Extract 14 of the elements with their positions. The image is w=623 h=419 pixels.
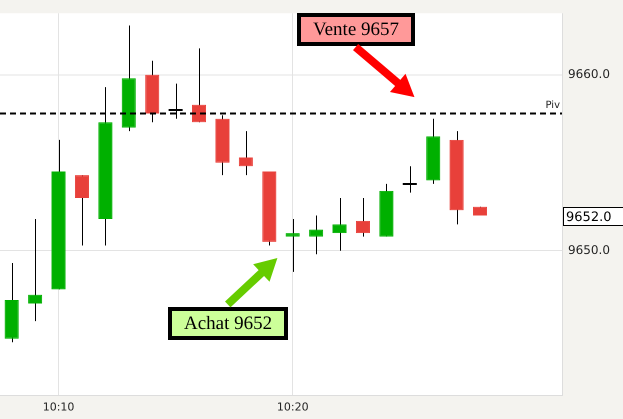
y-tick-label: 9660.0: [568, 66, 610, 81]
annotation: Achat 9652: [168, 306, 288, 340]
candlestick: [332, 197, 347, 252]
candlestick: [74, 174, 89, 246]
candlestick: [309, 215, 324, 255]
text: 9652.0: [566, 210, 612, 225]
candlestick: [286, 218, 300, 272]
ref-line-label: Piv: [545, 100, 560, 112]
y-tick-label: 9650.0: [568, 242, 610, 257]
x-tick-label: 10:20: [276, 400, 309, 414]
x-tick-label: 10:10: [42, 400, 74, 414]
candlestick: [28, 218, 42, 322]
annotation: Vente 9657: [297, 12, 416, 46]
candlestick: [238, 130, 253, 176]
